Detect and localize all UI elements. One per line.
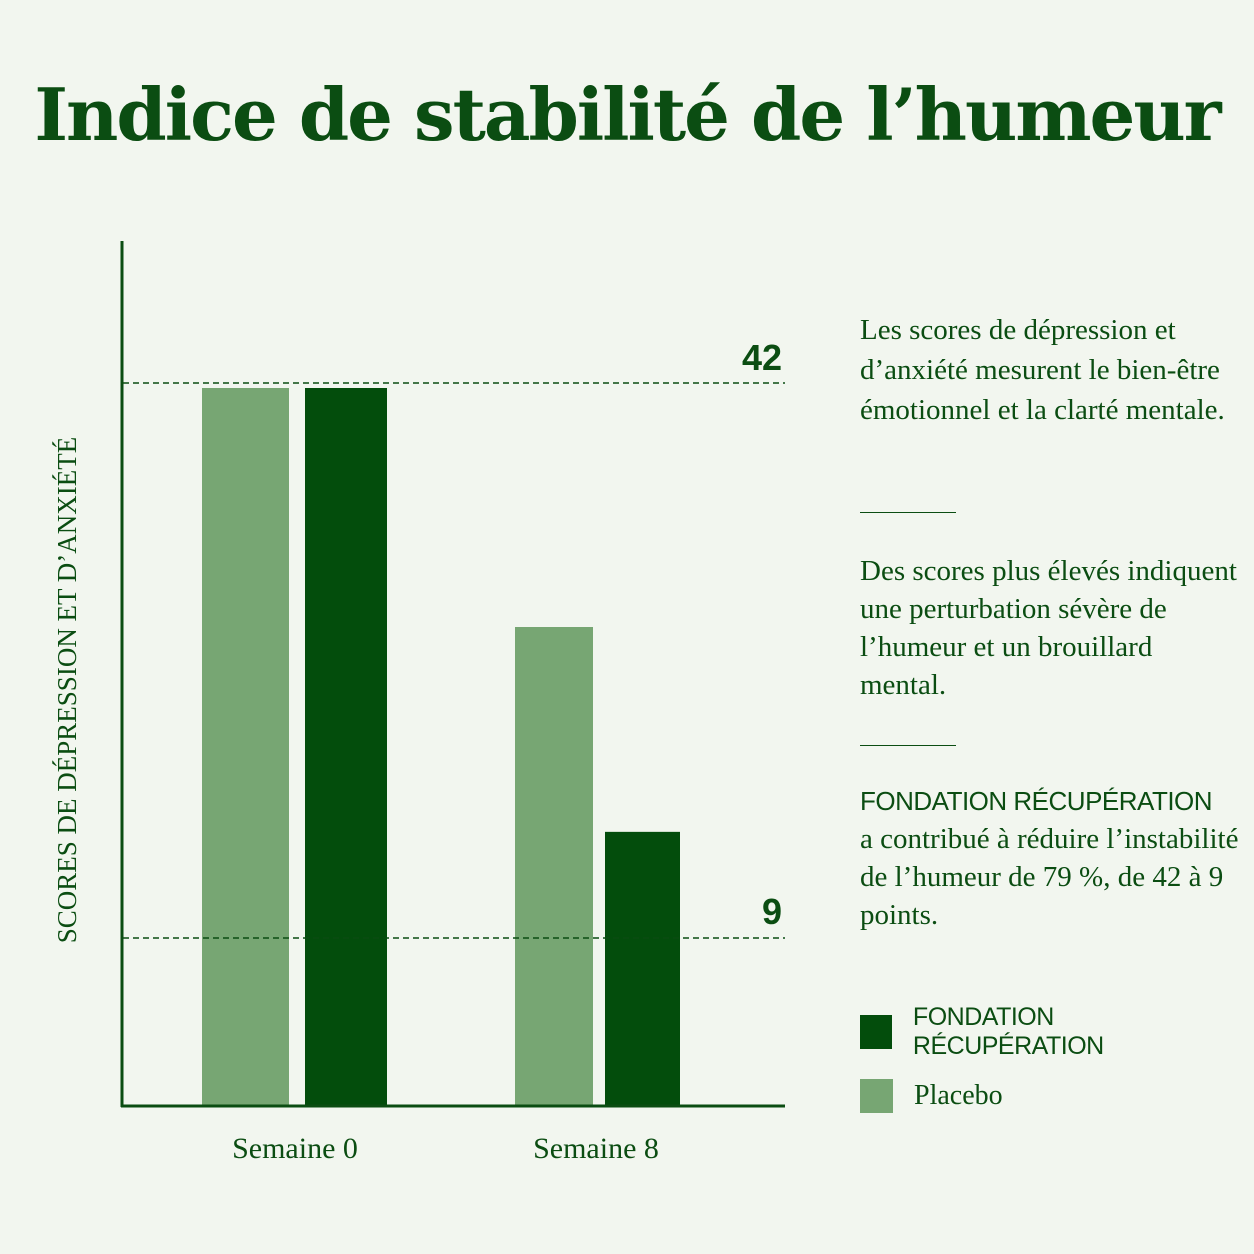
legend-label-fondation: FONDATION RÉCUPÉRATION — [912, 1003, 1104, 1060]
chart-title: Indice de stabilité de l’humeur — [34, 72, 1221, 157]
result-text: a contribué à réduire l’instabilité de l… — [860, 823, 1239, 931]
bars-layer — [202, 388, 680, 1105]
reference-lines: 42 9 — [123, 337, 785, 939]
legend-item-placebo: Placebo — [860, 1078, 1003, 1114]
divider — [860, 745, 956, 746]
x-tick-semaine-8: Semaine 8 — [533, 1132, 659, 1165]
reference-label-42: 42 — [742, 337, 782, 378]
brand-name: FONDATION RÉCUPÉRATION — [860, 786, 1213, 816]
bar-placebo-semaine-0 — [202, 388, 289, 1105]
bar-placebo-semaine-8 — [515, 627, 593, 1105]
note-scores-definition: Les scores de dépression et d’anxiété me… — [860, 314, 1225, 426]
legend-swatch-placebo — [860, 1079, 893, 1113]
bar-fondation-semaine-8 — [605, 831, 680, 1105]
bar-fondation-semaine-0 — [305, 388, 387, 1105]
x-tick-labels: Semaine 0 Semaine 8 — [232, 1132, 659, 1165]
reference-label-9: 9 — [762, 891, 782, 932]
legend-swatch-fondation — [860, 1015, 892, 1049]
note-result: FONDATION RÉCUPÉRATION a contribué à rédu… — [860, 782, 1240, 934]
y-axis-title: SCORES DE DÉPRESSION ET D’ANXIÉTÉ — [52, 437, 82, 944]
note-higher-scores: Des scores plus élevés indiquent une per… — [860, 555, 1237, 701]
legend-item-fondation: FONDATION RÉCUPÉRATION — [860, 1003, 1240, 1060]
legend-label-placebo: Placebo — [914, 1080, 1003, 1111]
x-tick-semaine-0: Semaine 0 — [232, 1132, 358, 1165]
divider — [860, 512, 956, 513]
